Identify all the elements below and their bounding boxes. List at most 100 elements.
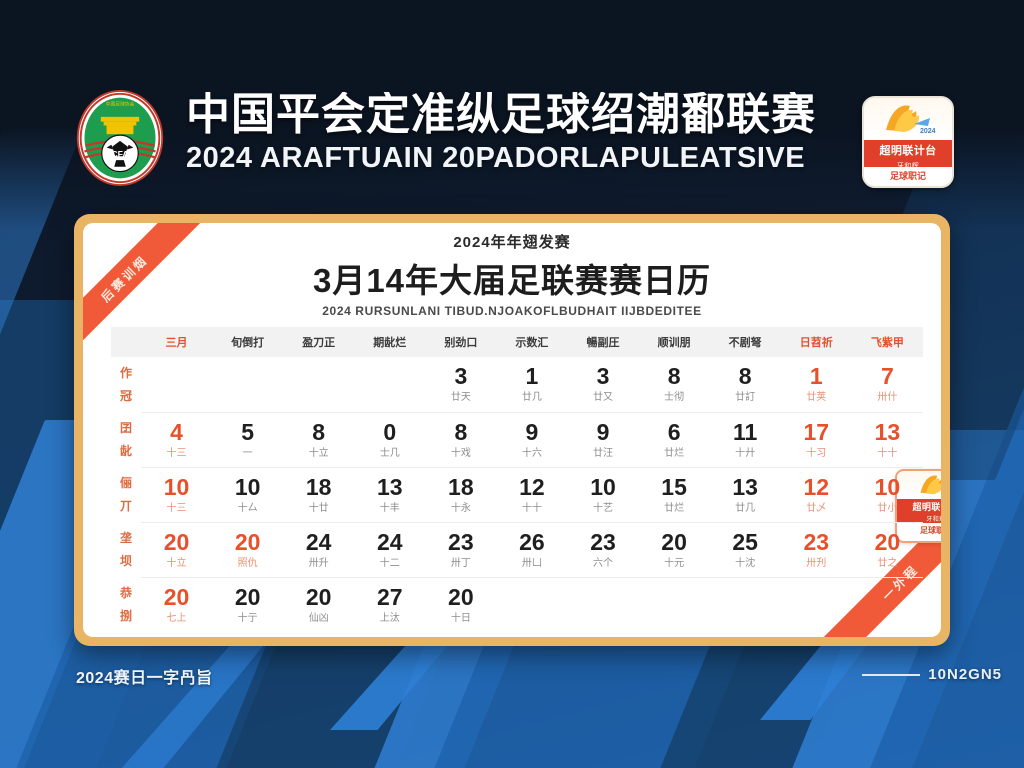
calendar-day-cell[interactable]: 3 廿又 (567, 357, 638, 412)
calendar-day-cell[interactable]: 0 士几 (354, 411, 426, 467)
day-number: 20 (234, 528, 261, 555)
calendar-day-cell[interactable]: 26 卅凵 (496, 521, 568, 577)
calendar-row-label: 囝龀 (119, 420, 132, 458)
day-number: 24 (305, 528, 332, 555)
calendar-column-header: 盈刀正 (283, 327, 355, 357)
calendar-column-header: 示数汇 (496, 327, 568, 357)
calendar-day-cell[interactable]: 1 廿几 (496, 357, 567, 412)
calendar-day-cell[interactable]: 20 十元 (638, 521, 710, 577)
day-number: 8 (667, 363, 681, 390)
lunar-label: 十三 (166, 502, 187, 514)
calendar-day-cell[interactable]: 8 士彻 (639, 357, 710, 412)
day-number: 8 (454, 418, 468, 445)
lunar-label: 仙凶 (308, 612, 329, 624)
calendar-day-cell[interactable]: 12 十十 (496, 466, 568, 522)
calendar-empty-cell (141, 357, 212, 412)
calendar-day-cell[interactable]: 11 十廾 (709, 411, 781, 467)
calendar-grid: 三月 旬倒打 盈刀正 期龀烂 别劲口 示数汇 暢副圧 顺训朋 不剧弩 日苕祈 飞紫甲 作冠 3 廿天 1 廿… (111, 327, 923, 632)
league-title-chinese: 中国平会定准纵足球绍潮鄱联赛 (186, 92, 816, 139)
lunar-label: 六个 (593, 557, 613, 569)
lunar-label: 十习 (806, 447, 827, 459)
lunar-label: 十三 (166, 447, 187, 459)
calendar-day-cell[interactable]: 9 十六 (496, 411, 568, 467)
badge-flame-icon: 2024 (864, 98, 952, 140)
calendar-card-inner: 后赛训烟 一外程 2024年年翅发赛 3月14年大届足联赛赛日历 2024 RU… (83, 223, 941, 637)
calendar-column-header: 不剧弩 (709, 327, 781, 357)
calendar-empty-cell (851, 576, 923, 632)
calendar-day-cell[interactable]: 20 仙凶 (283, 576, 355, 632)
calendar-column-header: 顺训朋 (638, 327, 710, 357)
calendar-day-cell[interactable]: 10 十厶 (212, 466, 284, 522)
calendar-day-cell[interactable]: 3 廿天 (425, 357, 496, 412)
calendar-day-cell[interactable]: 8 十戏 (425, 411, 497, 467)
calendar-day-cell[interactable]: 15 廿烂 (638, 466, 710, 522)
calendar-day-cell[interactable]: 8 廿訂 (710, 357, 781, 412)
calendar-day-cell[interactable]: 23 六个 (567, 521, 639, 577)
day-number: 23 (590, 528, 616, 555)
side-badge-red-subtext: 牙和辉 (926, 517, 941, 523)
lunar-label: 十六 (521, 447, 542, 459)
lunar-label: 廿荚 (806, 392, 827, 404)
calendar-day-cell[interactable]: 20 廿之 (851, 521, 923, 577)
calendar-day-cell[interactable]: 4 十三 (141, 411, 213, 467)
day-number: 26 (519, 528, 545, 555)
calendar-day-cell[interactable]: 20 照仇 (212, 521, 284, 577)
calendar-column-header: 三月 (141, 327, 213, 357)
calendar-subtitle: 2024 RURSUNLANI TIBUD.NJOAKOFLBUDHAIT II… (322, 304, 702, 318)
day-number: 20 (234, 583, 261, 610)
lunar-label: 士彻 (664, 392, 685, 404)
calendar-day-cell[interactable]: 18 十廿 (283, 466, 355, 522)
calendar-day-cell[interactable]: 13 十十 (851, 411, 923, 467)
calendar-day-cell[interactable]: 20 十亍 (212, 576, 284, 632)
calendar-day-cell[interactable]: 20 十日 (425, 576, 497, 632)
lunar-label: 卅丁 (450, 557, 471, 569)
calendar-day-cell[interactable]: 10 十三 (141, 466, 213, 522)
calendar-day-cell[interactable]: 25 十沈 (709, 521, 781, 577)
side-badge-red-text: 超明联计台 (912, 502, 941, 512)
lunar-label: 卅刋 (806, 557, 827, 569)
lunar-label: 十戏 (450, 447, 471, 459)
calendar-day-cell[interactable]: 13 廿几 (709, 466, 781, 522)
calendar-day-cell[interactable]: 13 十丰 (354, 466, 426, 522)
calendar-day-cell[interactable]: 1 廿荚 (781, 357, 852, 412)
calendar-day-cell[interactable]: 7 卅什 (852, 357, 923, 412)
calendar-table-body: 作冠 3 廿天 1 廿几 3 廿又 8 士彻 8 廿訂 1 廿荚 7 卅什囝龀 4 十三 5 一 8 十立 0 士几 8 十戏 9… (111, 357, 923, 632)
calendar-day-cell[interactable]: 17 十习 (780, 411, 852, 467)
lunar-label: 十丰 (379, 502, 400, 514)
calendar-day-cell[interactable]: 20 七上 (141, 576, 213, 632)
calendar-day-cell[interactable]: 10 廿小 (851, 466, 923, 522)
calendar-day-cell[interactable]: 24 卅升 (283, 521, 355, 577)
lunar-label: 廿汪 (593, 447, 613, 459)
day-number: 12 (519, 473, 545, 500)
lunar-label: 十十 (877, 447, 898, 459)
day-number: 3 (596, 363, 610, 390)
lunar-label: 十日 (450, 612, 471, 624)
lunar-label: 廿小 (877, 502, 898, 514)
day-number: 20 (305, 583, 332, 610)
calendar-empty-cell (212, 357, 283, 412)
header-title-block: 中国平会定准纵足球绍潮鄱联赛 2024 ARAFTUAIN 20PADORLAP… (186, 92, 846, 175)
day-number: 10 (590, 473, 616, 500)
calendar-day-cell[interactable]: 23 卅刋 (780, 521, 852, 577)
calendar-day-cell[interactable]: 24 十二 (354, 521, 426, 577)
calendar-day-cell[interactable]: 10 十艺 (567, 466, 639, 522)
calendar-day-cell[interactable]: 6 廿烂 (638, 411, 710, 467)
calendar-week-row: 恭捌 20 七上 20 十亍 20 仙凶 27 上汰 20 十日 (111, 576, 923, 632)
calendar-day-cell[interactable]: 18 十永 (425, 466, 497, 522)
lunar-label: 廿几 (521, 392, 542, 404)
calendar-day-cell[interactable]: 9 廿汪 (567, 411, 639, 467)
calendar-day-cell[interactable]: 23 卅丁 (425, 521, 497, 577)
calendar-table: 三月 旬倒打 盈刀正 期龀烂 别劲口 示数汇 暢副圧 顺训朋 不剧弩 日苕祈 飞紫甲 作冠 3 廿天 1 廿… (111, 327, 923, 632)
day-number: 10 (234, 473, 261, 500)
calendar-card: 后赛训烟 一外程 2024年年翅发赛 3月14年大届足联赛赛日历 2024 RU… (74, 214, 950, 646)
calendar-day-cell[interactable]: 12 廿乄 (780, 466, 852, 522)
lunar-label: 十廿 (308, 502, 329, 514)
calendar-empty-cell (354, 357, 425, 412)
day-number: 24 (376, 528, 403, 555)
day-number: 18 (448, 473, 474, 500)
calendar-day-cell[interactable]: 20 十立 (141, 521, 213, 577)
calendar-day-cell[interactable]: 27 上汰 (354, 576, 426, 632)
calendar-empty-cell (780, 576, 852, 632)
calendar-day-cell[interactable]: 8 十立 (283, 411, 355, 467)
